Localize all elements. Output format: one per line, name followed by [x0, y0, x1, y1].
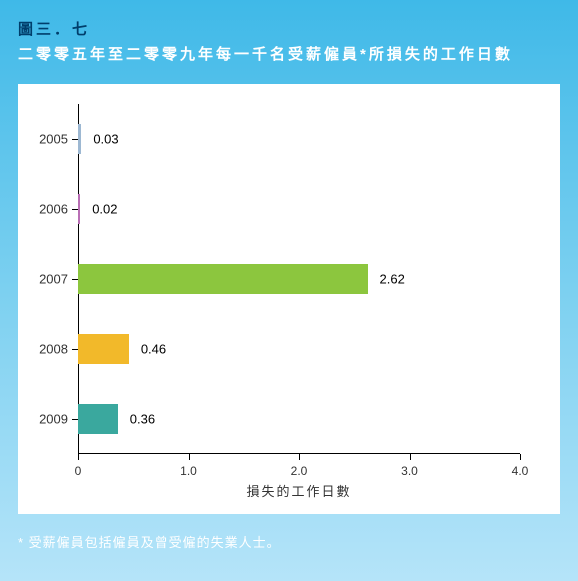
footnote: * 受薪僱員包括僱員及曾受僱的失業人士。	[0, 514, 578, 551]
bar	[78, 264, 368, 294]
bar	[78, 194, 80, 224]
x-tick-label: 2.0	[291, 464, 308, 478]
bar	[78, 334, 129, 364]
chart-header: 圖三．七 二零零五年至二零零九年每一千名受薪僱員*所損失的工作日數	[0, 0, 578, 70]
figure-subtitle: 二零零五年至二零零九年每一千名受薪僱員*所損失的工作日數	[18, 43, 560, 64]
x-tick-label: 0	[75, 464, 82, 478]
plot-area: 損失的工作日數 01.02.03.04.020050.0320060.02200…	[78, 104, 520, 454]
bar-value-label: 0.03	[93, 132, 118, 147]
bar	[78, 404, 118, 434]
bar-value-label: 0.36	[130, 412, 155, 427]
x-tick-label: 1.0	[180, 464, 197, 478]
x-tick	[189, 454, 190, 460]
bar-value-label: 2.62	[380, 272, 405, 287]
x-tick-label: 4.0	[512, 464, 529, 478]
bar	[78, 124, 81, 154]
x-tick	[410, 454, 411, 460]
bar-value-label: 0.46	[141, 342, 166, 357]
y-category-label: 2006	[28, 202, 68, 217]
bar-value-label: 0.02	[92, 202, 117, 217]
y-category-label: 2009	[28, 412, 68, 427]
y-category-label: 2007	[28, 272, 68, 287]
x-tick	[520, 454, 521, 460]
figure-label: 圖三．七	[18, 18, 560, 39]
x-tick-label: 3.0	[401, 464, 418, 478]
x-axis-title: 損失的工作日數	[246, 481, 351, 500]
chart-panel: 損失的工作日數 0 1.0 2.0 3.0 4.0 2005 0.03 2006 0.02 200…	[18, 84, 560, 514]
x-tick	[299, 454, 300, 460]
x-tick	[78, 454, 79, 460]
y-category-label: 2005	[28, 132, 68, 147]
y-category-label: 2008	[28, 342, 68, 357]
page: 圖三．七 二零零五年至二零零九年每一千名受薪僱員*所損失的工作日數 損失的工作日…	[0, 0, 578, 581]
